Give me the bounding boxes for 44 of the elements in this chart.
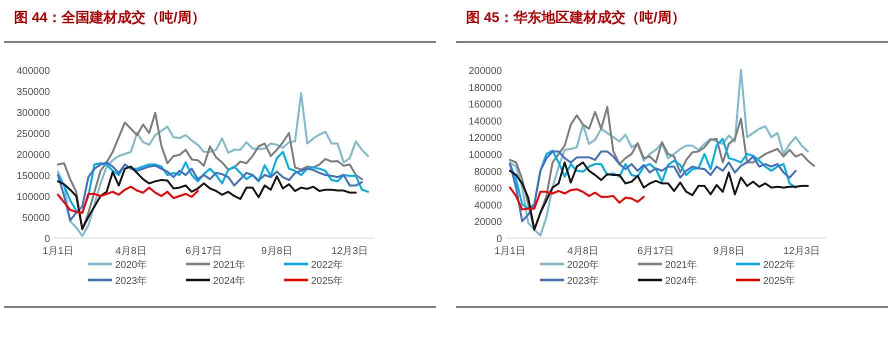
y-tick-label: 0	[44, 234, 50, 245]
legend-label: 2025年	[763, 275, 796, 287]
x-tick-label: 4月8日	[567, 246, 599, 257]
y-tick-label: 350000	[16, 87, 50, 98]
x-tick-label: 12月3日	[331, 246, 368, 257]
x-tick-label: 9月8日	[713, 246, 744, 257]
y-tick-label: 250000	[16, 129, 50, 140]
legend-label: 2023年	[115, 275, 148, 287]
y-tick-label: 40000	[474, 200, 502, 212]
legend-label: 2025年	[311, 275, 344, 287]
x-tick-label: 6月17日	[638, 246, 674, 257]
chart-title: 图 44：全国建材成交（吨/周）	[14, 9, 206, 25]
y-tick-label: 20000	[474, 217, 502, 228]
y-tick-label: 180000	[468, 82, 502, 94]
y-tick-label: 160000	[468, 100, 502, 111]
y-tick-label: 120000	[468, 133, 502, 144]
x-tick-label: 1月1日	[494, 246, 526, 257]
x-tick-label: 1月1日	[42, 246, 74, 257]
legend-label: 2024年	[213, 275, 246, 287]
y-tick-label: 150000	[16, 171, 50, 182]
legend-label: 2024年	[665, 275, 698, 287]
x-tick-label: 9月8日	[261, 246, 292, 257]
x-tick-label: 6月17日	[186, 246, 222, 257]
y-tick-label: 300000	[16, 108, 50, 119]
legend-label: 2020年	[115, 259, 148, 271]
y-tick-label: 140000	[468, 116, 502, 128]
legend-label: 2021年	[665, 259, 698, 271]
y-tick-label: 200000	[468, 66, 502, 77]
y-tick-label: 100000	[16, 192, 50, 203]
chart-title: 图 45：华东地区建材成交（吨/周）	[466, 9, 686, 25]
legend-label: 2023年	[567, 275, 600, 287]
y-tick-label: 0	[496, 234, 502, 245]
legend-label: 2020年	[567, 259, 600, 271]
legend-label: 2022年	[763, 259, 796, 271]
y-tick-label: 80000	[474, 166, 502, 178]
x-tick-label: 12月3日	[783, 246, 820, 257]
y-tick-label: 50000	[22, 213, 50, 224]
legend-label: 2021年	[213, 259, 246, 271]
y-tick-label: 60000	[474, 184, 502, 195]
y-tick-label: 100000	[468, 150, 502, 161]
y-tick-label: 200000	[16, 150, 50, 161]
x-tick-label: 4月8日	[115, 246, 147, 257]
legend-label: 2022年	[311, 259, 344, 271]
y-tick-label: 400000	[16, 66, 50, 77]
